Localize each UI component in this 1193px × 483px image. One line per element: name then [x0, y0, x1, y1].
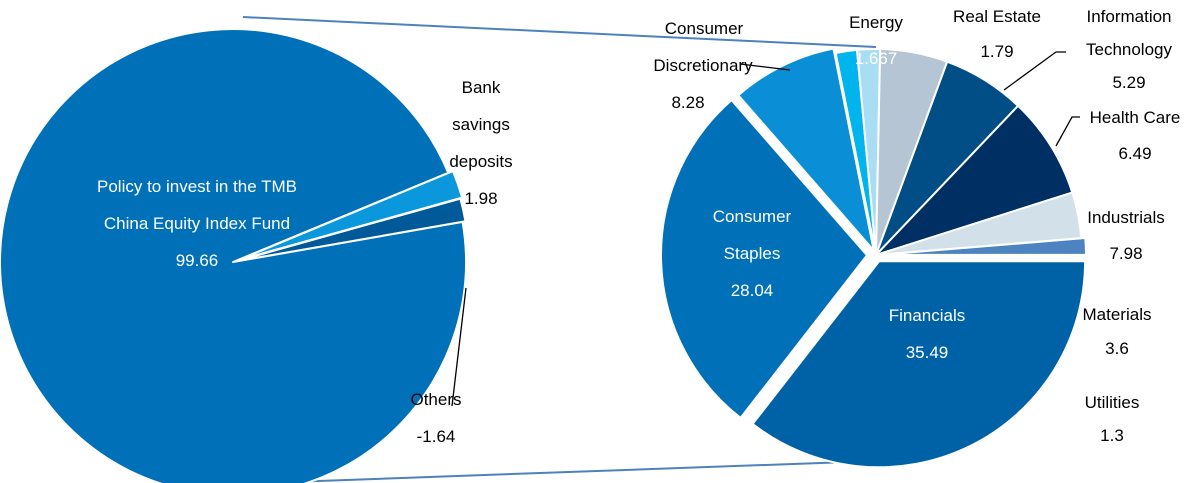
- data-label-industrials-line-1: Industrials: [1087, 208, 1164, 227]
- data-label-industrials-line-2: 7.98: [1109, 244, 1142, 263]
- data-label-policy-line-2: China Equity Index Fund: [104, 214, 290, 233]
- data-label-policy-line-1: Policy to invest in the TMB: [97, 177, 297, 196]
- data-label-materials-line-1: Materials: [1083, 305, 1152, 324]
- leader-line-information-technology: [1003, 51, 1066, 91]
- slice-financials: [751, 260, 1087, 469]
- data-label-others-line-2: -1.64: [417, 427, 456, 446]
- slice-utilities: [879, 237, 1087, 256]
- slice-bank-savings-deposits: [236, 170, 464, 262]
- data-label-financials-line-1: Financials: [889, 306, 966, 325]
- data-label-real-estate-line-1: Real Estate: [953, 7, 1041, 26]
- data-label-consumer-staples-line-3: 28.04: [731, 281, 774, 300]
- data-label-financials-line-2: 35.49: [906, 343, 949, 362]
- data-label-information-technology-line-1: Information: [1086, 7, 1171, 26]
- data-label-consumer-staples-line-2: Staples: [724, 244, 781, 263]
- connector-lines: [242, 16, 877, 483]
- data-label-utilities-line-1: Utilities: [1085, 393, 1140, 412]
- data-label-energy-value-line-1: 1.667: [855, 49, 898, 68]
- data-label-bank-savings-deposits-line-4: 1.98: [464, 189, 497, 208]
- data-label-bank-savings-deposits-line-1: Bank: [462, 78, 501, 97]
- slice-others: [234, 197, 467, 263]
- data-label-consumer-discretionary-line-1: Consumer: [665, 19, 744, 38]
- data-label-consumer-discretionary-value-line-1: 8.28: [671, 93, 704, 112]
- slice-consumer-staples: [660, 99, 868, 419]
- data-label-consumer-staples-line-1: Consumer: [713, 207, 792, 226]
- data-label-health-care-line-1: Health Care: [1090, 108, 1181, 127]
- data-labels: Policy to invest in the TMB China Equity …: [97, 7, 1180, 446]
- data-label-bank-savings-deposits-line-3: deposits: [449, 152, 512, 171]
- data-label-information-technology-line-2: Technology: [1086, 40, 1173, 59]
- leader-line-health-care: [1055, 116, 1080, 147]
- connector-line-bottom: [261, 460, 877, 483]
- data-label-information-technology-line-3: 5.29: [1112, 73, 1145, 92]
- data-label-bank-savings-deposits-line-2: savings: [452, 115, 510, 134]
- slice-policy-to-invest-in-the-tmb-china-equity-index-fund: [0, 28, 467, 483]
- connector-line-top: [242, 16, 877, 48]
- data-label-consumer-discretionary-2-line-1: Discretionary: [653, 56, 753, 75]
- data-label-health-care-line-2: 6.49: [1118, 144, 1151, 163]
- left-pie: [0, 28, 467, 483]
- slice-industrials: [875, 104, 1074, 256]
- data-label-energy-line-1: Energy: [849, 13, 903, 32]
- leader-lines: [451, 51, 1080, 407]
- right-pie: [660, 47, 1087, 469]
- leader-line-consumer-discretionary: [739, 63, 791, 71]
- slice-consumer-discretionary: [737, 47, 875, 252]
- leader-line-others: [451, 287, 467, 407]
- data-label-real-estate-line-2: 1.79: [980, 42, 1013, 61]
- data-label-others-line-1: Others: [410, 390, 461, 409]
- data-label-policy-line-3: 99.66: [176, 251, 219, 270]
- data-label-utilities-line-2: 1.3: [1100, 426, 1124, 445]
- data-label-materials-line-2: 3.6: [1105, 339, 1129, 358]
